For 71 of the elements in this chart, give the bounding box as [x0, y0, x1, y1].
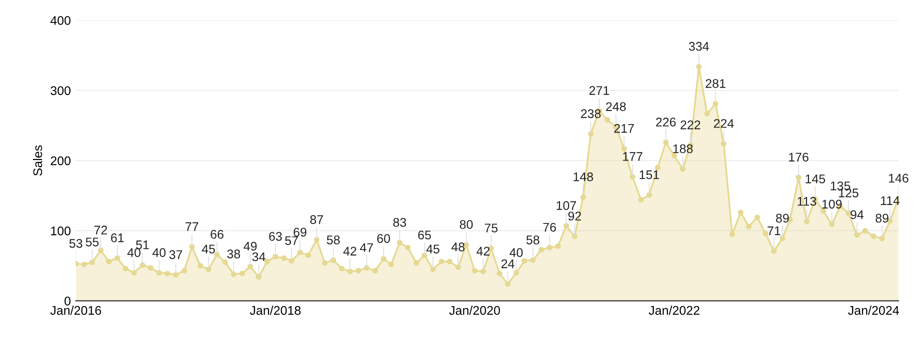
data-label: 281	[706, 79, 726, 88]
data-label: 40	[127, 248, 140, 257]
data-label: 77	[186, 222, 198, 231]
data-label: 177	[623, 152, 642, 161]
data-label: 217	[614, 124, 634, 133]
data-label: 42	[343, 246, 356, 256]
y-axis-title: Sales	[32, 145, 42, 176]
data-label: 40	[510, 248, 523, 257]
data-label: 113	[798, 196, 816, 206]
data-label: 75	[484, 224, 498, 232]
data-label: 49	[244, 242, 257, 251]
y-tick-label: 400	[50, 16, 71, 25]
data-label: 334	[688, 42, 709, 51]
y-tick-label: 100	[51, 226, 71, 236]
data-label: 48	[451, 242, 464, 252]
data-label: 34	[252, 252, 266, 262]
data-label: 87	[310, 215, 323, 224]
data-label: 47	[360, 243, 373, 252]
data-label: 109	[822, 200, 842, 209]
data-label: 224	[714, 119, 734, 128]
data-label: 226	[656, 118, 676, 127]
data-label: 58	[326, 235, 340, 244]
x-tick-label: Jan/2018	[250, 306, 301, 315]
y-tick-label: 300	[50, 86, 71, 96]
data-label: 69	[294, 228, 306, 237]
data-label: 66	[210, 230, 224, 239]
data-label: 114	[880, 196, 900, 205]
data-label: 37	[169, 250, 182, 260]
data-label: 65	[418, 230, 431, 240]
data-label: 24	[501, 259, 514, 268]
data-label: 238	[580, 109, 601, 118]
data-label: 45	[426, 244, 440, 254]
x-tick-label: Jan/2024	[848, 306, 899, 315]
data-label: 222	[680, 120, 700, 130]
data-label: 107	[556, 201, 576, 210]
data-label: 72	[94, 226, 108, 234]
data-label: 71	[768, 226, 780, 236]
data-label: 89	[776, 214, 789, 223]
y-tick-label: 200	[50, 156, 71, 166]
data-label: 57	[285, 236, 298, 246]
y-tick-label: 0	[64, 296, 71, 306]
data-label: 63	[269, 232, 282, 241]
data-label: 76	[543, 222, 556, 232]
data-label: 135	[830, 181, 850, 190]
data-label: 51	[136, 240, 149, 250]
data-label: 151	[640, 170, 660, 180]
data-label: 146	[888, 174, 908, 183]
data-label: 61	[111, 233, 124, 242]
data-label: 94	[850, 210, 864, 220]
data-label: 92	[568, 212, 581, 220]
data-label: 83	[393, 218, 406, 227]
data-label: 55	[86, 238, 99, 246]
data-label: 176	[789, 152, 808, 162]
data-label: 58	[526, 235, 540, 244]
data-label: 248	[606, 102, 626, 112]
data-label: 145	[806, 174, 826, 184]
data-label: 53	[69, 239, 82, 248]
data-label: 125	[839, 188, 858, 198]
x-tick-label: Jan/2016	[50, 306, 102, 315]
data-label: 89	[876, 214, 888, 223]
data-label: 80	[460, 220, 473, 229]
data-label: 188	[673, 144, 693, 154]
data-label: 148	[574, 172, 594, 182]
data-label: 45	[202, 244, 215, 254]
data-label: 40	[152, 248, 166, 257]
data-label: 60	[377, 234, 390, 243]
data-label: 42	[476, 246, 490, 256]
x-tick-label: Jan/2020	[449, 306, 500, 315]
data-label: 38	[227, 250, 240, 258]
x-tick-label: Jan/2022	[648, 306, 700, 315]
data-label: 271	[589, 86, 610, 95]
